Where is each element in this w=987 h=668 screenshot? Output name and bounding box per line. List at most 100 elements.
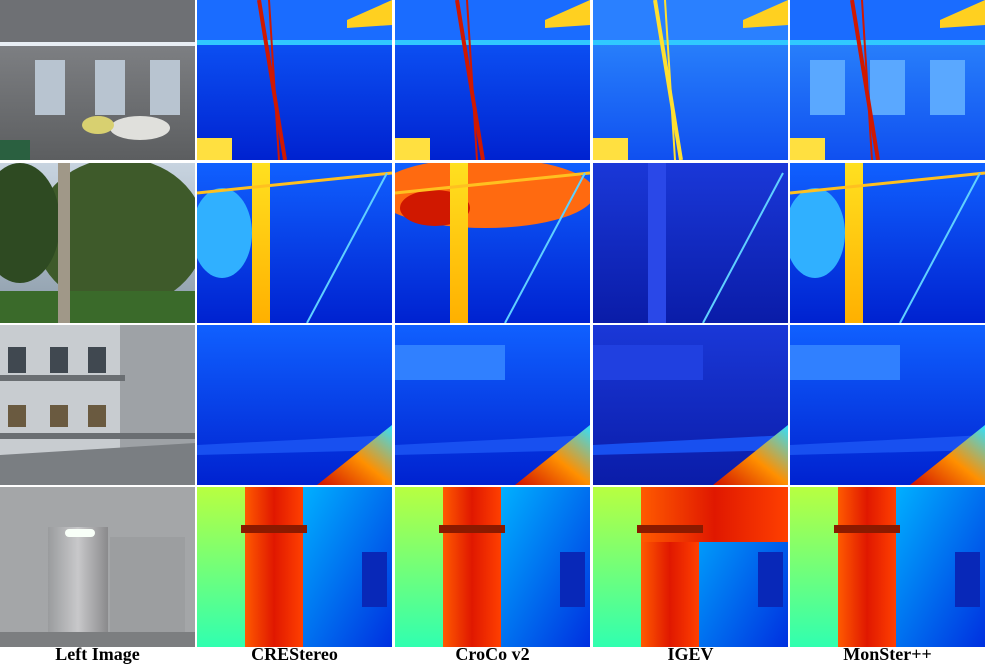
ceiling	[0, 0, 195, 45]
pole	[58, 163, 70, 323]
image-cell	[790, 325, 985, 485]
floor	[0, 632, 195, 647]
floor	[197, 435, 392, 455]
column-label: CroCo v2	[455, 644, 529, 664]
wire	[268, 0, 280, 160]
panel	[150, 60, 180, 115]
beam	[395, 40, 590, 45]
lamp	[241, 525, 307, 533]
near	[545, 0, 590, 28]
balcony	[593, 345, 703, 380]
window	[8, 405, 26, 427]
tree	[35, 163, 195, 308]
wire	[899, 172, 981, 323]
image-cell	[395, 163, 590, 323]
near	[347, 0, 392, 28]
lamp	[637, 525, 703, 533]
left	[395, 487, 443, 647]
image-cell	[0, 325, 195, 485]
beam	[593, 40, 788, 45]
foliage	[790, 188, 845, 278]
pole	[648, 163, 666, 323]
door	[955, 552, 980, 607]
pole	[450, 163, 468, 323]
image-cell	[790, 163, 986, 323]
lamp	[65, 529, 95, 537]
pole	[845, 163, 863, 323]
near	[940, 0, 985, 28]
wire	[653, 0, 683, 160]
near	[197, 138, 232, 160]
image-cell	[197, 0, 392, 160]
lamp	[834, 525, 900, 533]
panel	[810, 60, 845, 115]
wire	[197, 171, 392, 195]
near	[910, 425, 985, 485]
beam	[790, 40, 985, 45]
image-cell	[593, 325, 788, 485]
window	[50, 405, 68, 427]
tree	[0, 163, 60, 283]
lamp	[439, 525, 505, 533]
near	[593, 138, 628, 160]
pole	[641, 487, 788, 542]
bag	[82, 116, 114, 134]
wire	[790, 171, 986, 195]
near	[395, 138, 430, 160]
left	[197, 487, 245, 647]
door	[362, 552, 387, 607]
hedge	[0, 291, 195, 323]
panel	[930, 60, 965, 115]
column-label: MonSter++	[843, 644, 932, 664]
image-cell	[197, 325, 392, 485]
near	[317, 425, 392, 485]
pole	[838, 487, 896, 647]
beam	[197, 40, 392, 45]
wire	[664, 0, 676, 160]
wire	[466, 0, 478, 160]
image-cell	[197, 487, 392, 647]
left	[790, 487, 838, 647]
floor	[790, 435, 985, 455]
pillar	[48, 527, 108, 647]
near	[790, 138, 825, 160]
balcony	[395, 345, 505, 380]
near	[713, 425, 788, 485]
column-label: IGEV	[667, 644, 713, 664]
image-cell	[395, 487, 590, 647]
column-label: CREStereo	[251, 644, 338, 664]
door	[758, 552, 783, 607]
image-cell	[790, 487, 985, 647]
pole	[641, 542, 699, 647]
balcony	[790, 345, 900, 380]
window	[88, 405, 106, 427]
door	[110, 537, 185, 647]
image-cell	[395, 325, 590, 485]
column-label: Left Image	[55, 644, 139, 664]
wire	[395, 171, 590, 195]
image-cell	[197, 163, 392, 323]
door	[560, 552, 585, 607]
panel	[95, 60, 125, 115]
pole	[443, 487, 501, 647]
image-cell	[593, 487, 788, 647]
image-cell	[790, 0, 985, 160]
near	[515, 425, 590, 485]
wire	[702, 172, 784, 323]
window	[50, 347, 68, 373]
image-cell	[0, 0, 195, 160]
floor	[593, 435, 788, 455]
wire	[504, 172, 586, 323]
window	[88, 347, 106, 373]
wire	[257, 0, 287, 160]
panel	[35, 60, 65, 115]
image-cell	[0, 487, 195, 647]
rail	[0, 375, 125, 381]
cloth	[110, 116, 170, 140]
left	[593, 487, 641, 647]
rail	[0, 433, 195, 439]
wire	[861, 0, 873, 160]
wire	[850, 0, 880, 160]
pole	[252, 163, 270, 323]
